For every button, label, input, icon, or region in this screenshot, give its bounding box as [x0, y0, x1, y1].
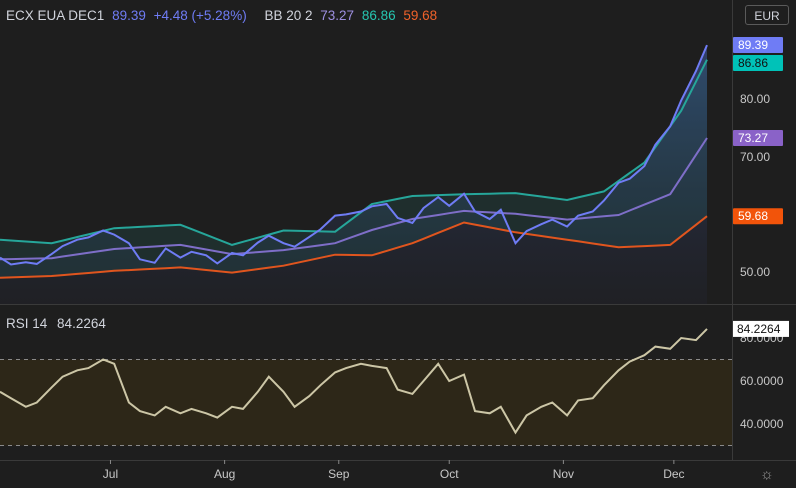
main-legend: ECX EUA DEC1 89.39 +4.48 (+5.28%) BB 20 …: [6, 8, 441, 23]
symbol-label: ECX EUA DEC1: [6, 8, 105, 23]
price-axis-tick: 50.00: [740, 265, 770, 279]
time-axis-tick: Aug: [214, 467, 235, 481]
price-axis-tick: 80.00: [740, 92, 770, 106]
price-axis-tick: 70.00: [740, 150, 770, 164]
rsi-value: 84.2264: [57, 316, 106, 331]
rsi-axis-tick: 40.0000: [740, 417, 784, 431]
last-price: 89.39: [112, 8, 146, 23]
bb-basis-value: 73.27: [320, 8, 355, 23]
time-axis-tick: Oct: [440, 467, 459, 481]
price-area: [0, 45, 707, 304]
bb-band-fill: [0, 59, 707, 278]
time-axis-tick: Sep: [328, 467, 350, 481]
series-line-bb-basis: [0, 137, 708, 261]
bb-upper-value: 86.86: [361, 8, 396, 23]
bb-lower-label: 59.68: [738, 209, 768, 223]
bb-upper-label: 86.86: [738, 56, 768, 70]
bb-lower-value: 59.68: [403, 8, 438, 23]
currency-button[interactable]: EUR: [745, 5, 789, 25]
series-line-bb-upper: [0, 59, 708, 246]
rsi-value-label: 84.2264: [737, 322, 781, 336]
price-change: +4.48 (+5.28%): [153, 8, 247, 23]
bb-label: BB 20 2: [264, 8, 313, 23]
series-line-bb-lower: [0, 215, 708, 279]
time-axis-tick: Jul: [103, 467, 118, 481]
bb-basis-label: 73.27: [738, 131, 768, 145]
bb-lower-label-bg: [733, 208, 783, 225]
series-line-price: [0, 44, 708, 266]
bb-upper-label-bg: [733, 55, 783, 71]
rsi-axis-tick: 60.0000: [740, 374, 784, 388]
bb-basis-label-bg: [733, 129, 783, 146]
rsi-band-fill: [0, 359, 732, 446]
rsi-value-label-bg: [733, 320, 789, 337]
time-axis-tick: Nov: [553, 467, 574, 481]
rsi-legend: RSI 14 84.2264: [6, 316, 106, 331]
last-price-label-bg: [733, 37, 783, 53]
series-line-rsi: [0, 328, 708, 435]
gear-icon[interactable]: ☼: [760, 466, 774, 483]
time-axis-tick: Dec: [663, 467, 684, 481]
rsi-label: RSI 14: [6, 316, 48, 331]
last-price-label: 89.39: [738, 38, 768, 52]
